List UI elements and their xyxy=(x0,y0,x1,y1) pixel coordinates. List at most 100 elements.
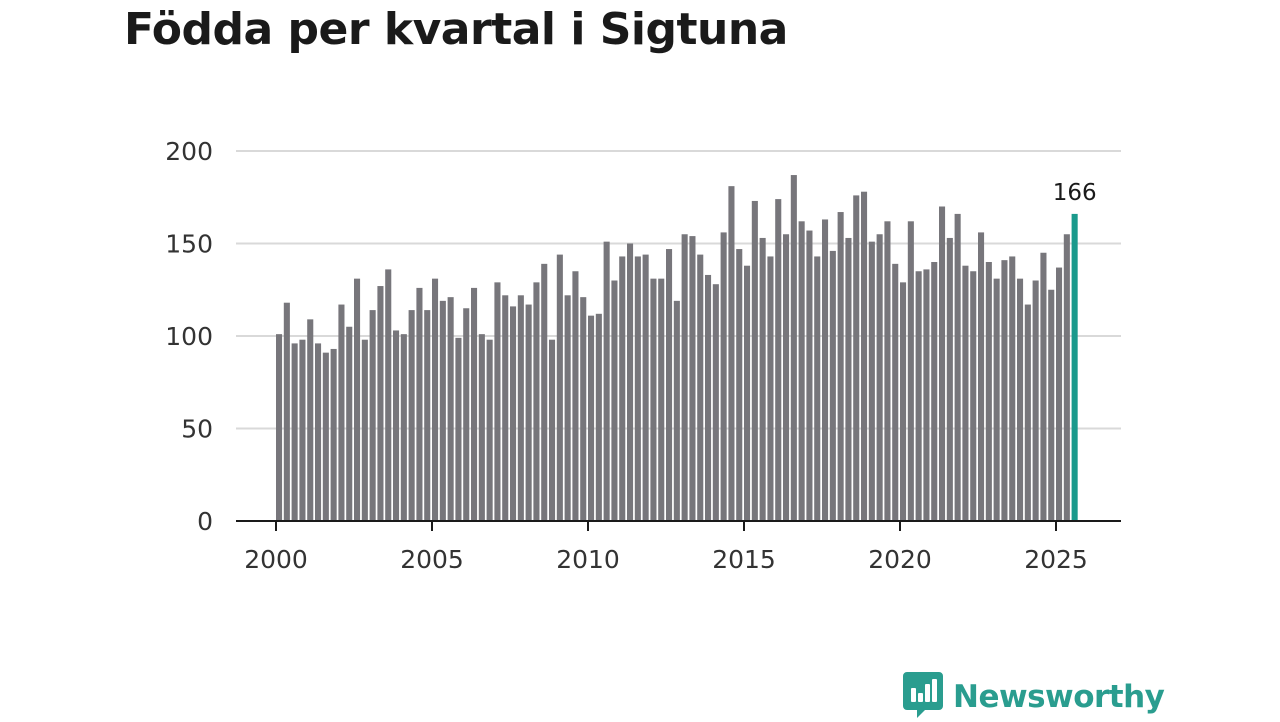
bar xyxy=(744,265,751,521)
bar xyxy=(767,256,774,521)
bar xyxy=(923,269,930,521)
x-axis-ticks: 2000 2005 2010 2015 2020 2025 xyxy=(244,521,1088,574)
bar xyxy=(946,237,953,521)
bar xyxy=(338,304,345,521)
bar xyxy=(611,280,618,521)
bar xyxy=(299,339,306,521)
bar xyxy=(845,237,852,521)
bar xyxy=(720,232,727,521)
bar xyxy=(822,219,829,521)
bar xyxy=(673,300,680,521)
bar xyxy=(549,339,556,521)
bar xyxy=(666,249,673,522)
bar xyxy=(697,254,704,521)
bar xyxy=(876,234,883,521)
bar xyxy=(1063,234,1070,521)
bar xyxy=(798,221,805,522)
bar xyxy=(985,262,992,521)
bar xyxy=(1017,278,1024,521)
bar xyxy=(471,287,478,521)
latest-value-label: 166 xyxy=(1053,180,1097,206)
bar xyxy=(759,237,766,521)
annotations: 166 xyxy=(1053,180,1097,206)
bar xyxy=(783,234,790,521)
bar xyxy=(931,262,938,521)
bar xyxy=(978,232,985,521)
bar xyxy=(307,319,314,521)
bar xyxy=(572,271,579,521)
bar xyxy=(580,297,587,521)
bar xyxy=(346,326,353,521)
bar xyxy=(705,274,712,521)
bar xyxy=(892,263,899,521)
bar xyxy=(1040,252,1047,521)
bar xyxy=(884,221,891,522)
bar xyxy=(829,250,836,521)
bar xyxy=(276,334,283,521)
brand-name: Newsworthy xyxy=(953,679,1165,715)
y-axis-labels: 0 50 100 150 200 xyxy=(165,137,213,536)
bar xyxy=(689,236,696,521)
bar xyxy=(907,221,914,522)
bar xyxy=(408,310,415,521)
bar xyxy=(736,249,743,522)
bar xyxy=(494,282,501,521)
bar xyxy=(853,195,860,521)
bar xyxy=(627,243,634,521)
bar xyxy=(502,295,509,521)
bar xyxy=(330,348,337,521)
y-tick-label: 50 xyxy=(181,415,213,444)
x-tick-label: 2020 xyxy=(868,545,932,574)
bar-latest xyxy=(1071,213,1078,521)
y-tick-label: 150 xyxy=(165,230,213,259)
bar xyxy=(751,200,758,521)
bar xyxy=(283,302,290,521)
bar xyxy=(439,300,446,521)
bar xyxy=(322,352,329,521)
bar xyxy=(900,282,907,521)
bar xyxy=(354,278,361,521)
y-tick-label: 200 xyxy=(165,137,213,166)
bar xyxy=(915,271,922,521)
bar xyxy=(861,191,868,521)
bar xyxy=(432,278,439,521)
bar xyxy=(775,199,782,521)
bar xyxy=(315,343,322,521)
bar xyxy=(1048,289,1055,521)
bar xyxy=(806,230,813,522)
x-tick-label: 2025 xyxy=(1024,545,1088,574)
bar xyxy=(533,282,540,521)
bar xyxy=(681,234,688,521)
x-tick-label: 2005 xyxy=(400,545,464,574)
bar xyxy=(478,334,485,521)
bar xyxy=(634,256,641,521)
x-tick-label: 2015 xyxy=(712,545,776,574)
bar xyxy=(510,306,517,521)
bar xyxy=(564,295,571,521)
bar xyxy=(556,254,563,521)
bar xyxy=(517,295,524,521)
bar xyxy=(595,313,602,521)
bar xyxy=(385,269,392,521)
y-tick-label: 100 xyxy=(165,322,213,351)
bar xyxy=(463,308,470,521)
bar xyxy=(1056,267,1063,521)
chart-title: Födda per kvartal i Sigtuna xyxy=(124,4,788,55)
bar xyxy=(728,186,735,521)
x-tick-label: 2000 xyxy=(244,545,308,574)
bar xyxy=(993,278,1000,521)
bar xyxy=(525,304,532,521)
bar xyxy=(939,206,946,521)
bar xyxy=(970,271,977,521)
bar xyxy=(642,254,649,521)
bar xyxy=(361,339,368,521)
bar xyxy=(377,286,384,521)
bar xyxy=(369,310,376,521)
bar xyxy=(486,339,493,521)
bar xyxy=(400,334,407,521)
bar xyxy=(954,213,961,521)
bar xyxy=(588,315,595,521)
bar xyxy=(962,265,969,521)
bar xyxy=(424,310,431,521)
